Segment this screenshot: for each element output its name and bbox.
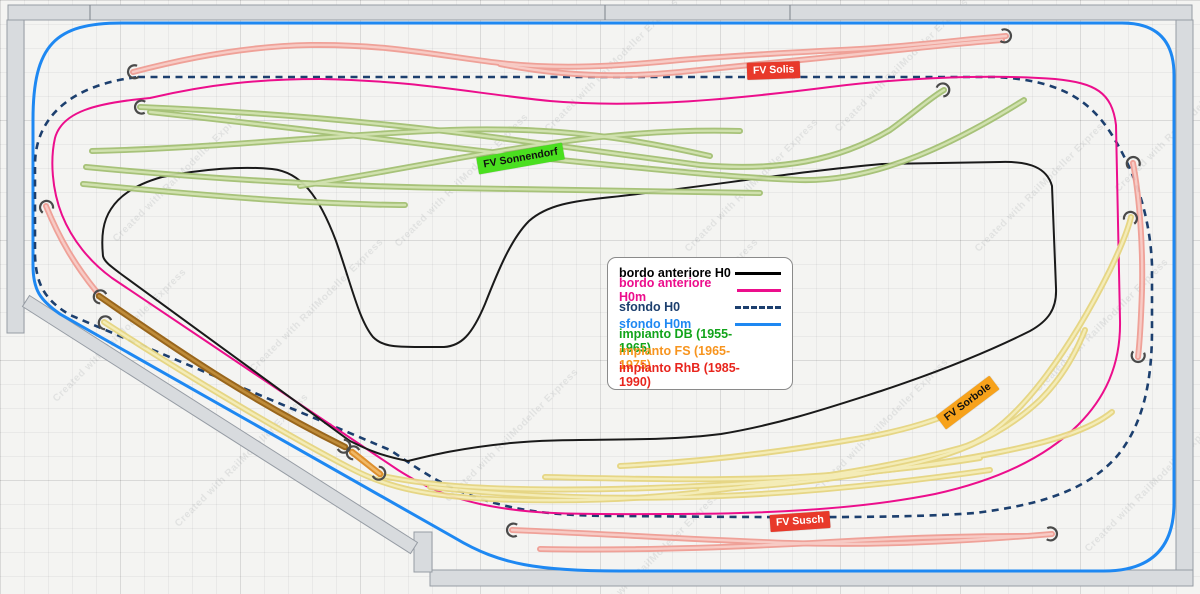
buffer-stop bbox=[1122, 210, 1139, 225]
buffer-stop bbox=[345, 445, 361, 461]
front-edge-h0-line[interactable] bbox=[101, 160, 1058, 463]
buffer-stop bbox=[1125, 155, 1141, 169]
legend-row: bordo anteriore H0 bbox=[619, 265, 781, 281]
legend-line-sample-solid-black bbox=[735, 271, 781, 275]
legend-label: impianto DB (1955-1965) bbox=[619, 327, 733, 355]
legend-label: impianto FS (1965-1975) bbox=[619, 344, 731, 372]
wall-top bbox=[7, 4, 1193, 21]
wall-diagonal bbox=[21, 294, 419, 555]
track-rhb bbox=[43, 203, 99, 294]
legend-label: bordo anteriore H0 bbox=[619, 266, 731, 280]
legend-row: sfondo H0 bbox=[619, 299, 781, 315]
tracks-fs[interactable] bbox=[101, 214, 1134, 504]
legend-box[interactable]: bordo anteriore H0 bordo anteriore H0m s… bbox=[607, 257, 793, 390]
buffer-stop bbox=[133, 99, 146, 115]
legend-row: impianto DB (1955-1965) bbox=[619, 327, 781, 355]
buffer-stop bbox=[1130, 350, 1146, 364]
legend-label: bordo anteriore H0m bbox=[619, 276, 712, 304]
buffer-stop bbox=[935, 82, 951, 98]
tracks-rhb-ramp[interactable] bbox=[95, 292, 384, 478]
buffer-stop bbox=[1046, 526, 1059, 542]
backdrop-h0m-line[interactable] bbox=[31, 21, 1176, 573]
buffer-stops bbox=[38, 28, 1146, 542]
legend-label: sfondo H0 bbox=[619, 300, 681, 314]
buffer-stop bbox=[505, 522, 518, 538]
tracks-db[interactable] bbox=[80, 87, 1027, 208]
buffer-stop bbox=[97, 315, 113, 331]
buffer-stop bbox=[999, 28, 1013, 44]
front-edge-h0m-line[interactable] bbox=[51, 75, 1122, 516]
legend-row: impianto FS (1965-1975) bbox=[619, 344, 781, 372]
legend-row: impianto RhB (1985-1990) bbox=[619, 361, 781, 389]
legend-line-sample-solid-magenta bbox=[736, 288, 781, 292]
legend-label: impianto RhB (1985-1990) bbox=[619, 361, 740, 389]
buffer-stop bbox=[126, 64, 140, 80]
legend-line-sample-dashed-navy bbox=[735, 305, 781, 309]
legend-row: bordo anteriore H0m bbox=[619, 276, 781, 304]
legend-row: sfondo H0m bbox=[619, 316, 781, 332]
wall-right bbox=[1175, 19, 1194, 571]
walls bbox=[6, 4, 1194, 587]
wall-stub bbox=[413, 531, 433, 573]
buffer-stop bbox=[38, 199, 55, 214]
wall-left bbox=[6, 19, 25, 334]
station-label-solis[interactable]: FV Solis bbox=[746, 61, 801, 80]
buffer-stop bbox=[92, 289, 108, 305]
buffer-stop bbox=[336, 438, 352, 454]
backdrop-h0-line[interactable] bbox=[33, 75, 1154, 519]
legend-label: sfondo H0m bbox=[619, 317, 692, 331]
buffer-stop bbox=[371, 465, 387, 481]
legend-line-sample-solid-blue bbox=[735, 322, 781, 326]
